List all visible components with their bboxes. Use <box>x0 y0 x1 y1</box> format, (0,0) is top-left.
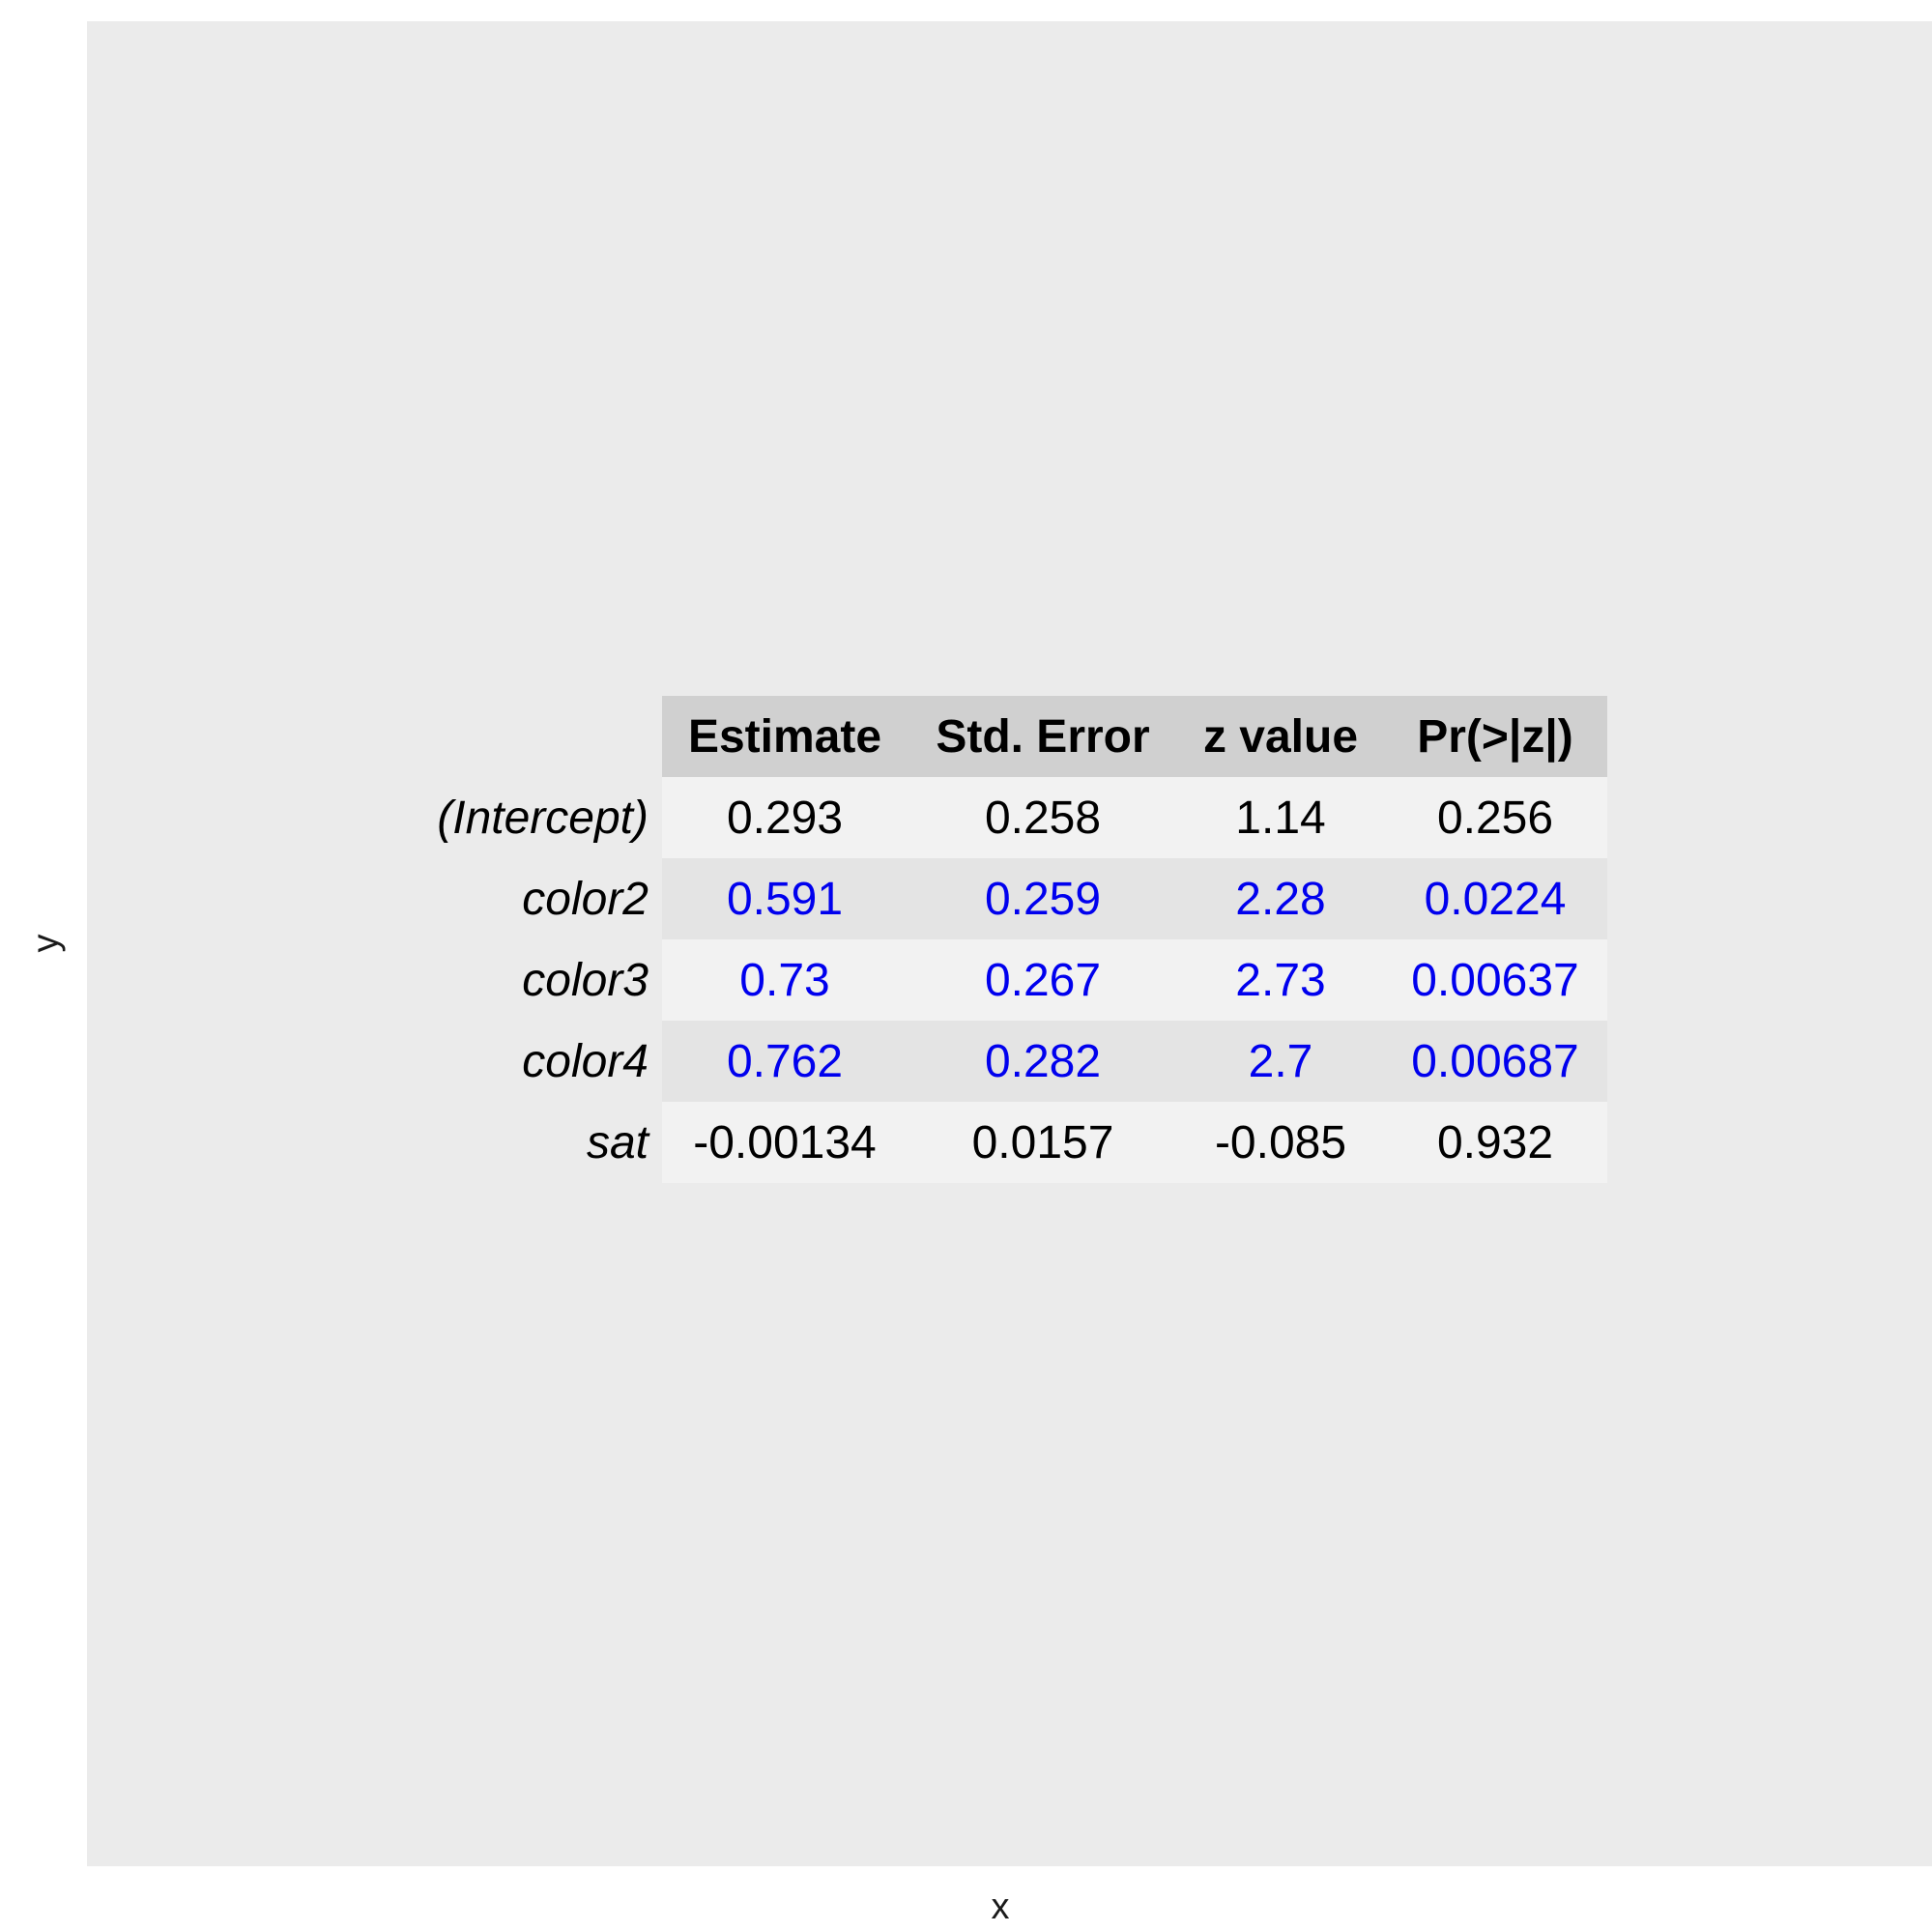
column-header-estimate: Estimate <box>662 696 908 777</box>
row-label: color4 <box>522 1035 649 1087</box>
coefficient-table-container: Estimate Std. Error z value Pr(>|z|) (In… <box>416 696 1614 1183</box>
table-cell: 0.591 <box>662 858 908 939</box>
column-header-std-error: Std. Error <box>908 696 1178 777</box>
table-cell: 0.0224 <box>1383 858 1607 939</box>
table-cell: 0.259 <box>908 858 1178 939</box>
table-body: (Intercept) 0.293 0.258 1.14 0.256 color2 0.59… <box>416 777 1607 1183</box>
row-label: color3 <box>522 954 649 1006</box>
table-row: sat -0.00134 0.0157 -0.085 0.932 <box>416 1102 1607 1183</box>
table-row: color3 0.73 0.267 2.73 0.00637 <box>416 939 1607 1021</box>
table-row: color4 0.762 0.282 2.7 0.00687 <box>416 1021 1607 1102</box>
column-header-z-value: z value <box>1178 696 1383 777</box>
table-cell: 0.258 <box>908 777 1178 858</box>
table-cell: 0.00687 <box>1383 1021 1607 1102</box>
table-cell: 0.282 <box>908 1021 1178 1102</box>
table-cell: 0.293 <box>662 777 908 858</box>
coefficient-table: Estimate Std. Error z value Pr(>|z|) (In… <box>416 696 1607 1183</box>
y-axis-title: y <box>25 934 67 953</box>
x-axis-title: x <box>991 1887 1010 1927</box>
table-cell: -0.00134 <box>662 1102 908 1183</box>
table-cell: 0.73 <box>662 939 908 1021</box>
table-cell: 0.762 <box>662 1021 908 1102</box>
table-cell: 0.932 <box>1383 1102 1607 1183</box>
table-cell: 0.267 <box>908 939 1178 1021</box>
table-cell: 1.14 <box>1178 777 1383 858</box>
table-cell: 0.00637 <box>1383 939 1607 1021</box>
table-cell: 0.256 <box>1383 777 1607 858</box>
row-label: (Intercept) <box>437 792 649 844</box>
table-cell: 2.7 <box>1178 1021 1383 1102</box>
table-row: color2 0.591 0.259 2.28 0.0224 <box>416 858 1607 939</box>
table-row: (Intercept) 0.293 0.258 1.14 0.256 <box>416 777 1607 858</box>
table-cell: -0.085 <box>1178 1102 1383 1183</box>
row-label: color2 <box>522 873 649 925</box>
table-header-row: Estimate Std. Error z value Pr(>|z|) <box>416 696 1607 777</box>
column-header-p-value: Pr(>|z|) <box>1383 696 1607 777</box>
table-cell: 2.73 <box>1178 939 1383 1021</box>
table-cell: 2.28 <box>1178 858 1383 939</box>
table-corner-cell <box>416 696 662 777</box>
table-cell: 0.0157 <box>908 1102 1178 1183</box>
row-label: sat <box>586 1116 649 1168</box>
